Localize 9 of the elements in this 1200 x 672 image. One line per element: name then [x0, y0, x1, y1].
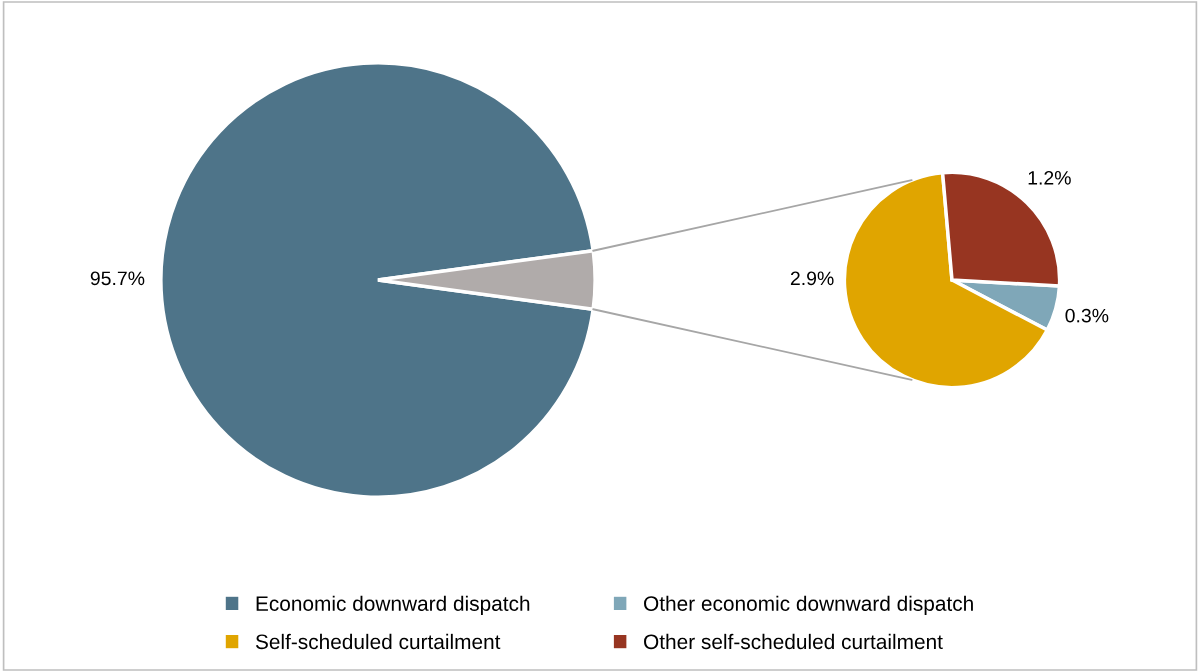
legend-label: Self-scheduled curtailment [255, 633, 501, 650]
data-label: 95.7% [90, 271, 145, 286]
data-label: 2.9% [790, 271, 834, 286]
pie-slice [159, 61, 595, 499]
legend-label: Other economic downward dispatch [644, 595, 973, 616]
legend-label: Other self-scheduled curtailment [644, 633, 943, 650]
data-label: 0.3% [1065, 308, 1109, 323]
data-label: 1.2% [1028, 170, 1071, 185]
legend-label: Economic downward dispatch [256, 595, 530, 616]
